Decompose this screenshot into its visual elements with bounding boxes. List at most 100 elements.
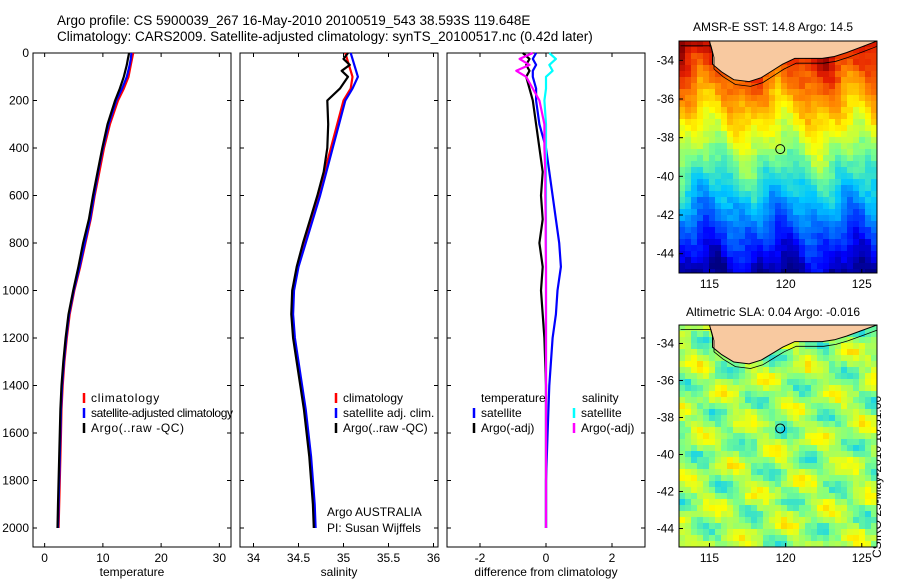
field-cell bbox=[805, 197, 812, 204]
field-cell bbox=[811, 517, 818, 524]
field-cell bbox=[715, 197, 722, 204]
field-cell bbox=[859, 131, 866, 138]
field-cell bbox=[811, 379, 818, 386]
field-cell bbox=[685, 245, 692, 252]
field-cell bbox=[739, 173, 746, 180]
field-cell bbox=[769, 233, 776, 240]
field-cell bbox=[859, 239, 866, 246]
field-cell bbox=[823, 457, 830, 464]
field-cell bbox=[835, 155, 842, 162]
field-cell bbox=[751, 379, 758, 386]
field-cell bbox=[823, 149, 830, 156]
field-cell bbox=[865, 209, 872, 216]
field-cell bbox=[763, 95, 770, 102]
field-cell bbox=[739, 215, 746, 222]
field-cell bbox=[853, 343, 860, 350]
field-cell bbox=[871, 355, 877, 362]
field-cell bbox=[691, 263, 698, 270]
field-cell bbox=[847, 269, 854, 273]
field-cell bbox=[817, 77, 824, 84]
field-cell bbox=[775, 257, 782, 264]
field-cell bbox=[739, 263, 746, 270]
field-cell bbox=[685, 59, 692, 66]
field-cell bbox=[721, 113, 728, 120]
field-cell bbox=[727, 379, 734, 386]
field-cell bbox=[853, 535, 860, 542]
field-cell bbox=[709, 433, 716, 440]
field-cell bbox=[775, 239, 782, 246]
field-cell bbox=[805, 149, 812, 156]
field-cell bbox=[835, 131, 842, 138]
salinity-profile: 34 34.5 35 35.5 36salinityclimatologysatelli… bbox=[239, 52, 440, 579]
field-cell bbox=[721, 245, 728, 252]
field-cell bbox=[793, 203, 800, 210]
field-cell bbox=[811, 167, 818, 174]
field-cell bbox=[811, 493, 818, 500]
field-cell bbox=[745, 233, 752, 240]
field-cell bbox=[685, 529, 692, 536]
field-cell bbox=[811, 203, 818, 210]
field-cell bbox=[811, 457, 818, 464]
field-cell bbox=[859, 451, 866, 458]
field-cell bbox=[823, 409, 830, 416]
field-cell bbox=[793, 239, 800, 246]
field-cell bbox=[763, 167, 770, 174]
field-cell bbox=[745, 397, 752, 404]
field-cell bbox=[871, 47, 877, 54]
field-cell bbox=[787, 191, 794, 198]
field-cell bbox=[691, 59, 698, 66]
field-cell bbox=[685, 505, 692, 512]
field-cell bbox=[739, 391, 746, 398]
field-cell bbox=[823, 385, 830, 392]
field-cell bbox=[793, 269, 800, 273]
field-cell bbox=[679, 349, 686, 356]
field-cell bbox=[691, 113, 698, 120]
field-cell bbox=[859, 511, 866, 518]
field-cell bbox=[727, 143, 734, 150]
field-cell bbox=[763, 131, 770, 138]
field-cell bbox=[739, 167, 746, 174]
field-cell bbox=[733, 89, 740, 96]
field-cell bbox=[691, 227, 698, 234]
field-cell bbox=[697, 421, 704, 428]
field-cell bbox=[685, 215, 692, 222]
field-cell bbox=[757, 487, 764, 494]
field-cell bbox=[745, 101, 752, 108]
field-cell bbox=[703, 529, 710, 536]
field-cell bbox=[859, 493, 866, 500]
field-cell bbox=[805, 257, 812, 264]
field-cell bbox=[703, 65, 710, 72]
shelf-contour bbox=[680, 329, 877, 369]
field-cell bbox=[781, 101, 788, 108]
field-cell bbox=[757, 233, 764, 240]
field-cell bbox=[853, 517, 860, 524]
amsr-e-sst-map: 115 120 125-34-36-38-40-42-44 bbox=[657, 40, 878, 291]
field-cell bbox=[745, 269, 752, 273]
field-cell bbox=[703, 245, 710, 252]
field-cell bbox=[685, 439, 692, 446]
field-cell bbox=[757, 125, 764, 132]
field-cell bbox=[781, 403, 788, 410]
field-cell bbox=[775, 487, 782, 494]
field-cell bbox=[703, 173, 710, 180]
field-cell bbox=[727, 251, 734, 258]
field-cell bbox=[811, 257, 818, 264]
field-cell bbox=[709, 197, 716, 204]
field-cell bbox=[853, 421, 860, 428]
field-cell bbox=[721, 227, 728, 234]
field-cell bbox=[757, 535, 764, 542]
field-cell bbox=[775, 457, 782, 464]
field-cell bbox=[859, 119, 866, 126]
field-cell bbox=[691, 331, 698, 338]
field-cell bbox=[811, 355, 818, 362]
y-tick-label: -44 bbox=[657, 522, 675, 536]
field-cell bbox=[745, 505, 752, 512]
field-cell bbox=[715, 191, 722, 198]
field-cell bbox=[799, 385, 806, 392]
field-cell bbox=[811, 361, 818, 368]
field-cell bbox=[697, 457, 704, 464]
field-cell bbox=[841, 209, 848, 216]
field-cell bbox=[799, 529, 806, 536]
field-cell bbox=[709, 397, 716, 404]
field-cell bbox=[757, 433, 764, 440]
